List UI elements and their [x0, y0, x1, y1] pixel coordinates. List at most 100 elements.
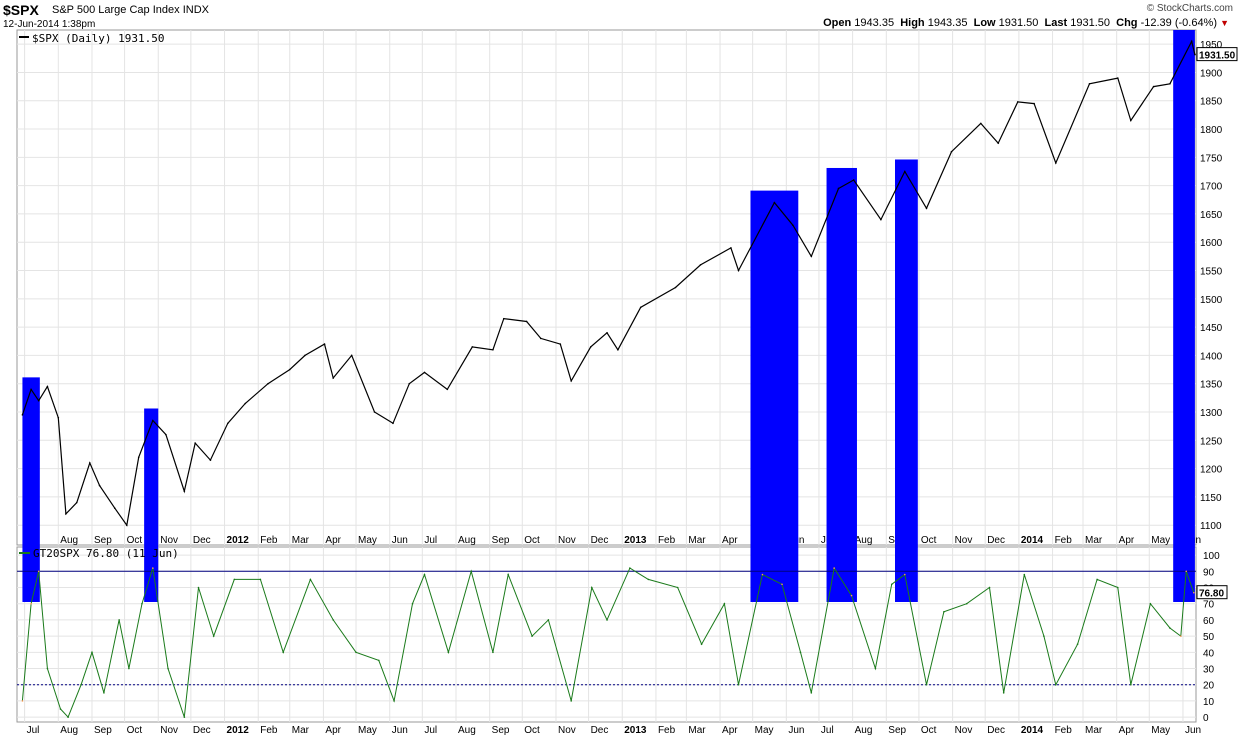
indicator-point [874, 667, 877, 670]
indicator-x-tick-label: Feb [658, 725, 676, 736]
price-point [589, 346, 592, 348]
price-x-tick-label: Sep [492, 535, 510, 546]
open-label: Open [823, 17, 852, 29]
indicator-point [259, 578, 262, 581]
price-point [950, 150, 953, 153]
indicator-point [988, 586, 991, 589]
highlight-band [895, 159, 918, 602]
indicator-point [1023, 573, 1026, 576]
exchange-text: INDX [182, 4, 209, 16]
price-last-value-tag [1196, 47, 1238, 62]
indicator-x-tick-label: Nov [955, 725, 973, 736]
indicator-point [1130, 683, 1132, 686]
price-point [852, 179, 855, 181]
price-point [1169, 82, 1171, 85]
price-point [21, 414, 24, 416]
indicator-point [1116, 586, 1119, 589]
indicator-x-tick-label: Mar [292, 725, 310, 736]
price-x-tick-label: 2014 [1021, 535, 1044, 546]
indicator-y-tick-label: 30 [1203, 665, 1215, 676]
price-point [152, 419, 154, 422]
price-point [1033, 102, 1035, 105]
chg-value: -12.39 (-0.64%) [1140, 17, 1218, 29]
price-x-tick-label: Dec [987, 535, 1005, 546]
indicator-point [309, 578, 312, 581]
price-point [1116, 77, 1119, 79]
price-point [997, 142, 1000, 144]
price-point [1055, 162, 1057, 164]
price-y-tick-label: 1200 [1200, 465, 1223, 476]
price-x-tick-label: Sep [94, 535, 112, 546]
indicator-point [103, 692, 105, 694]
indicator-x-tick-label: May [755, 725, 774, 736]
price-y-tick-label: 1450 [1200, 323, 1223, 334]
indicator-point [183, 716, 186, 718]
indicator-y-tick-label: 40 [1203, 648, 1215, 659]
indicator-point [21, 700, 24, 702]
price-point [30, 388, 32, 391]
price-point [810, 255, 813, 258]
price-point [730, 247, 732, 249]
price-point [209, 459, 212, 461]
price-point [98, 484, 101, 487]
price-point [471, 346, 474, 348]
symbol: $SPX [3, 2, 39, 18]
indicator-point [378, 659, 380, 662]
price-point [304, 354, 306, 357]
price-y-tick-label: 1400 [1200, 351, 1223, 362]
indicator-point [91, 651, 93, 654]
indicator-point [1076, 643, 1079, 646]
last-label: Last [1044, 17, 1068, 29]
indicator-point [531, 635, 533, 637]
indicator-last-value-tag [1196, 585, 1228, 600]
indicator-x-tick-label: May [1151, 725, 1170, 736]
indicator-point [737, 683, 740, 686]
price-point [617, 348, 619, 351]
price-x-tick-label: Aug [458, 535, 476, 546]
price-legend-label: $SPX (Daily) 1931.50 [32, 32, 164, 45]
indicator-point [700, 643, 703, 646]
indicator-point [1043, 635, 1045, 637]
price-x-tick-label: May [1151, 535, 1170, 546]
price-legend-swatch [19, 36, 29, 38]
price-x-tick-label: Jun [392, 535, 408, 546]
price-point [46, 385, 49, 388]
price-x-tick-label: Mar [292, 535, 310, 546]
indicator-point [810, 692, 813, 694]
chg-label: Chg [1116, 17, 1138, 29]
indicator-x-tick-label: Feb [1055, 725, 1073, 736]
indicator-point [152, 567, 154, 569]
price-x-tick-label: Aug [60, 535, 78, 546]
indicator-point [1169, 627, 1171, 629]
price-x-tick-label: Aug [855, 535, 873, 546]
price-x-tick-label: Nov [955, 535, 973, 546]
indicator-point [799, 651, 802, 654]
price-point [980, 122, 982, 125]
open-value: 1943.35 [854, 17, 895, 29]
price-x-tick-label: Oct [524, 535, 540, 546]
price-point [559, 343, 562, 345]
price-point [408, 382, 411, 385]
highlight-band [826, 167, 857, 602]
highlight-band [750, 190, 799, 602]
indicator-y-tick-label: 70 [1203, 600, 1215, 611]
symbol-description: S&P 500 Large Cap Index INDX [52, 4, 209, 16]
indicator-point [423, 573, 426, 576]
price-point [125, 524, 128, 526]
indicator-point [943, 611, 945, 613]
indicator-x-tick-label: 2012 [227, 725, 250, 736]
indicator-point [167, 667, 169, 670]
price-x-tick-label: Dec [193, 535, 211, 546]
price-y-tick-label: 1350 [1200, 380, 1223, 391]
indicator-x-tick-label: Mar [688, 725, 706, 736]
price-point [1088, 82, 1091, 85]
indicator-point [723, 602, 726, 605]
indicator-point [1055, 683, 1057, 686]
indicator-point [141, 602, 143, 605]
indicator-point [547, 619, 550, 621]
price-y-tick-label: 1300 [1200, 408, 1223, 419]
price-point [37, 399, 40, 402]
price-y-tick-label: 1500 [1200, 295, 1223, 306]
price-x-tick-label: Mar [1085, 535, 1103, 546]
price-y-tick-label: 1250 [1200, 436, 1223, 447]
